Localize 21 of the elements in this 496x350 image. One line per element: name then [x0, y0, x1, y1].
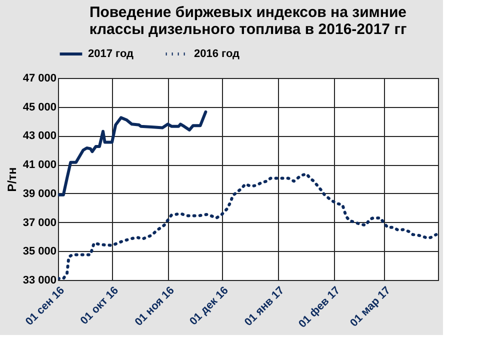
- legend-label: 2016 год: [194, 48, 240, 60]
- line-series: [58, 110, 208, 196]
- x-tick-label: 01 окт 16: [78, 284, 122, 328]
- x-tick-label: 01 янв 17: [242, 284, 287, 329]
- x-tick-label: 01 мар 17: [348, 284, 393, 330]
- text: классы дизельного топлива в 2016-2017 гг: [89, 21, 407, 38]
- y-tick-label: 35 000: [22, 246, 56, 258]
- y-tick-label: 41 000: [22, 159, 56, 172]
- y-tick-label: 47 000: [22, 72, 56, 84]
- y-axis-title: Р/тн: [4, 167, 19, 192]
- y-tick-label: 37 000: [22, 216, 56, 229]
- y-tick-label: 43 000: [22, 130, 56, 142]
- x-tick-label: 01 фев 17: [296, 284, 343, 330]
- x-tick-label: 01 сен 16: [24, 284, 67, 328]
- y-tick-label: 39 000: [22, 188, 56, 200]
- x-tick-label: 01 ноя 16: [132, 284, 177, 329]
- legend-label: 2017 год: [88, 48, 134, 60]
- line-series: [58, 172, 438, 280]
- text: Поведение биржевых индексов на зимние: [89, 4, 407, 21]
- y-tick-label: 33 000: [22, 274, 56, 286]
- y-tick-label: 45 000: [22, 101, 56, 114]
